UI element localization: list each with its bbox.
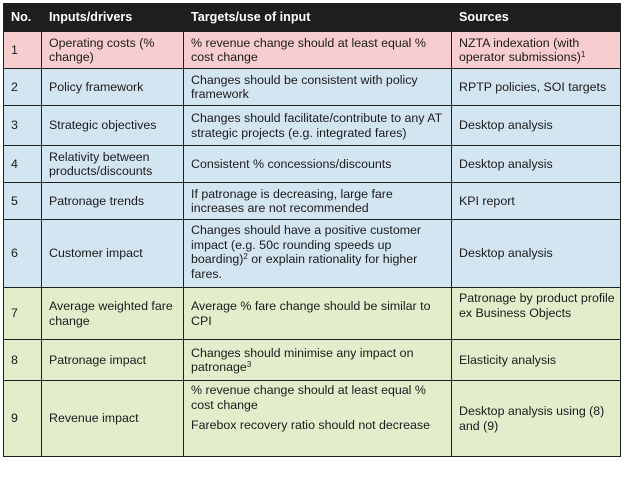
row-source: Patronage by product profile ex Business… — [451, 287, 621, 340]
table-row: 8 Patronage impact Changes should minimi… — [3, 339, 621, 381]
row-source: Desktop analysis — [451, 145, 621, 183]
row-number: 8 — [3, 339, 42, 381]
table-row: 9 Revenue impact % revenue change should… — [3, 380, 621, 457]
header-row: No. Inputs/drivers Targets/use of input … — [3, 3, 621, 32]
row-number: 1 — [3, 31, 42, 69]
header-no: No. — [3, 3, 42, 32]
table-row: 5 Patronage trends If patronage is decre… — [3, 182, 621, 220]
row-number: 9 — [3, 380, 42, 457]
footnote-ref: 1 — [580, 50, 586, 59]
row-number: 6 — [3, 219, 42, 288]
row-target: Changes should be consistent with policy… — [183, 68, 452, 106]
footnote-ref: 3 — [246, 360, 252, 369]
row-driver: Relativity between products/discounts — [41, 145, 184, 183]
row-target: Changes should have a positive customer … — [183, 219, 452, 288]
row-driver: Policy framework — [41, 68, 184, 106]
row-number: 5 — [3, 182, 42, 220]
row-source: Desktop analysis — [451, 219, 621, 288]
footnote-ref: 2 — [243, 252, 248, 261]
row-number: 4 — [3, 145, 42, 183]
row-target: % revenue change should at least equal %… — [183, 31, 452, 69]
row-source: Desktop analysis using (8) and (9) — [451, 380, 621, 457]
row-source: NZTA indexation (with operator submissio… — [451, 31, 621, 69]
row-source: Elasticity analysis — [451, 339, 621, 381]
drivers-table: No. Inputs/drivers Targets/use of input … — [3, 3, 621, 457]
row-target: Changes should facilitate/contribute to … — [183, 105, 452, 146]
source-text: NZTA indexation (with operator submissio… — [459, 35, 581, 65]
row-driver: Average weighted fare change — [41, 287, 184, 340]
table-row: 6 Customer impact Changes should have a … — [3, 219, 621, 288]
row-source: RPTP policies, SOI targets — [451, 68, 621, 106]
target-text: Changes should have a positive customer … — [191, 223, 422, 266]
row-target: % revenue change should at least equal %… — [183, 380, 452, 457]
header-targets: Targets/use of input — [183, 3, 452, 32]
row-source: KPI report — [451, 182, 621, 220]
table-row: 3 Strategic objectives Changes should fa… — [3, 105, 621, 146]
row-driver: Revenue impact — [41, 380, 184, 457]
row-driver: Patronage impact — [41, 339, 184, 381]
row-number: 7 — [3, 287, 42, 340]
row-driver: Customer impact — [41, 219, 184, 288]
row-target: If patronage is decreasing, large fare i… — [183, 182, 452, 220]
row-driver: Operating costs (% change) — [41, 31, 184, 69]
table-row: 2 Policy framework Changes should be con… — [3, 68, 621, 106]
row-number: 2 — [3, 68, 42, 106]
row-driver: Strategic objectives — [41, 105, 184, 146]
header-inputs-drivers: Inputs/drivers — [41, 3, 184, 32]
row-target: Consistent % concessions/discounts — [183, 145, 452, 183]
target-paragraph: % revenue change should at least equal %… — [191, 383, 426, 412]
row-number: 3 — [3, 105, 42, 146]
table-row: 7 Average weighted fare change Average %… — [3, 287, 621, 340]
target-text: Changes should minimise any impact on pa… — [191, 345, 414, 375]
table-row: 1 Operating costs (% change) % revenue c… — [3, 31, 621, 69]
target-paragraph: Farebox recovery ratio should not decrea… — [191, 418, 430, 432]
row-target: Average % fare change should be similar … — [183, 287, 452, 340]
row-driver: Patronage trends — [41, 182, 184, 220]
target-text-cont: or explain rationality for higher fares. — [191, 252, 418, 281]
row-target: Changes should minimise any impact on pa… — [183, 339, 452, 381]
header-sources: Sources — [451, 3, 621, 32]
row-source: Desktop analysis — [451, 105, 621, 146]
table-row: 4 Relativity between products/discounts … — [3, 145, 621, 183]
